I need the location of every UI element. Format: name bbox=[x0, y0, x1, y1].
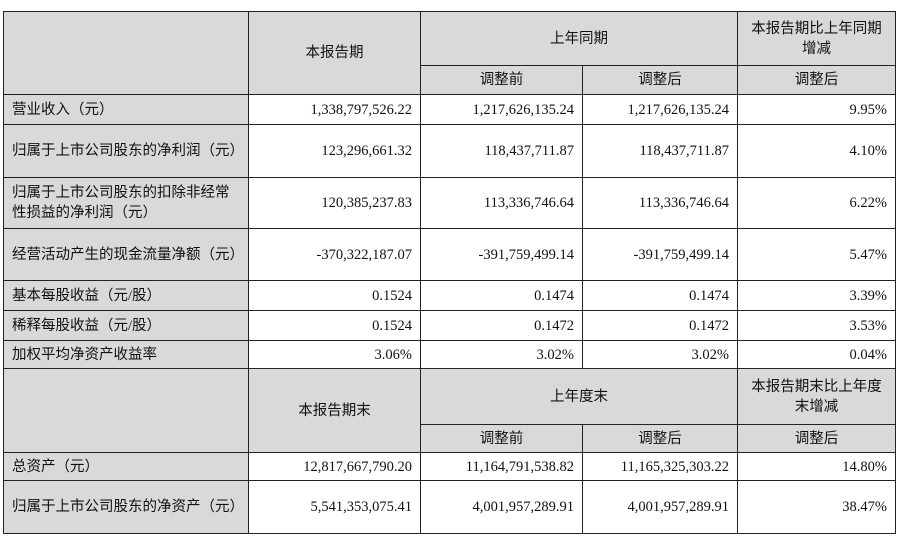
value-after-adjust: 118,437,711.87 bbox=[582, 124, 738, 178]
value-after-adjust: 113,336,746.64 bbox=[582, 177, 738, 229]
header-before-adjust: 调整前 bbox=[420, 65, 583, 95]
value-change: 5.47% bbox=[737, 228, 896, 281]
header-blank bbox=[3, 11, 249, 95]
header2-change: 本报告期末比上年度末增减 bbox=[737, 368, 896, 425]
row-label: 归属于上市公司股东的净资产（元） bbox=[3, 480, 249, 534]
value-current: -370,322,187.07 bbox=[248, 228, 421, 281]
value-current: 5,541,353,075.41 bbox=[248, 480, 421, 534]
value-before-adjust: -391,759,499.14 bbox=[420, 228, 583, 281]
value-before-adjust: 1,217,626,135.24 bbox=[420, 94, 583, 125]
table-row: 经营活动产生的现金流量净额（元） -370,322,187.07 -391,759,… bbox=[3, 228, 896, 281]
value-change: 6.22% bbox=[737, 177, 896, 229]
header2-blank bbox=[3, 368, 249, 453]
value-after-adjust: 4,001,957,289.91 bbox=[582, 480, 738, 534]
value-current: 1,338,797,526.22 bbox=[248, 94, 421, 125]
header2-after-adjust: 调整后 bbox=[582, 424, 738, 453]
row-label: 稀释每股收益（元/股） bbox=[3, 310, 249, 341]
row-label: 总资产（元） bbox=[3, 452, 249, 481]
header-prior-period: 上年同期 bbox=[420, 11, 738, 66]
header2-current-period-end: 本报告期末 bbox=[248, 368, 421, 453]
value-change: 3.53% bbox=[737, 310, 896, 341]
value-before-adjust: 0.1472 bbox=[420, 310, 583, 341]
value-change: 0.04% bbox=[737, 340, 896, 369]
value-change: 14.80% bbox=[737, 452, 896, 481]
value-current: 3.06% bbox=[248, 340, 421, 369]
value-change: 9.95% bbox=[737, 94, 896, 125]
value-current: 0.1524 bbox=[248, 310, 421, 341]
value-before-adjust: 118,437,711.87 bbox=[420, 124, 583, 178]
table-row: 营业收入（元） 1,338,797,526.22 1,217,626,135.24 1… bbox=[3, 94, 896, 125]
value-current: 120,385,237.83 bbox=[248, 177, 421, 229]
value-change: 3.39% bbox=[737, 280, 896, 311]
row-label: 归属于上市公司股东的扣除非经常性损益的净利润（元） bbox=[3, 177, 249, 229]
financial-summary-table: 本报告期 上年同期 本报告期比上年同期增减 调整前 调整后 调整后 营业收入（元… bbox=[3, 11, 896, 534]
table-row: 基本每股收益（元/股） 0.1524 0.1474 0.1474 3.39% bbox=[3, 280, 896, 311]
value-current: 12,817,667,790.20 bbox=[248, 452, 421, 481]
header2-before-adjust: 调整前 bbox=[420, 424, 583, 453]
value-change: 38.47% bbox=[737, 480, 896, 534]
table-row: 稀释每股收益（元/股） 0.1524 0.1472 0.1472 3.53% bbox=[3, 310, 896, 341]
value-before-adjust: 113,336,746.64 bbox=[420, 177, 583, 229]
table-row: 归属于上市公司股东的净资产（元） 5,541,353,075.41 4,001,95… bbox=[3, 480, 896, 534]
header2-change-after: 调整后 bbox=[737, 424, 896, 453]
header-change: 本报告期比上年同期增减 bbox=[737, 11, 896, 66]
header-after-adjust: 调整后 bbox=[582, 65, 738, 95]
value-before-adjust: 3.02% bbox=[420, 340, 583, 369]
table-row: 归属于上市公司股东的净利润（元） 123,296,661.32 118,437,71… bbox=[3, 124, 896, 178]
value-after-adjust: 3.02% bbox=[582, 340, 738, 369]
row-label: 加权平均净资产收益率 bbox=[3, 340, 249, 369]
value-before-adjust: 11,164,791,538.82 bbox=[420, 452, 583, 481]
row-label: 经营活动产生的现金流量净额（元） bbox=[3, 228, 249, 281]
header-change-after: 调整后 bbox=[737, 65, 896, 95]
value-after-adjust: -391,759,499.14 bbox=[582, 228, 738, 281]
table-row: 总资产（元） 12,817,667,790.20 11,164,791,538.82… bbox=[3, 452, 896, 481]
header-current-period: 本报告期 bbox=[248, 11, 421, 95]
row-label: 营业收入（元） bbox=[3, 94, 249, 125]
table-row: 加权平均净资产收益率 3.06% 3.02% 3.02% 0.04% bbox=[3, 340, 896, 369]
value-change: 4.10% bbox=[737, 124, 896, 178]
value-before-adjust: 0.1474 bbox=[420, 280, 583, 311]
table-row: 归属于上市公司股东的扣除非经常性损益的净利润（元） 120,385,237.83 1… bbox=[3, 177, 896, 229]
value-current: 0.1524 bbox=[248, 280, 421, 311]
value-after-adjust: 1,217,626,135.24 bbox=[582, 94, 738, 125]
row-label: 基本每股收益（元/股） bbox=[3, 280, 249, 311]
value-after-adjust: 11,165,325,303.22 bbox=[582, 452, 738, 481]
value-before-adjust: 4,001,957,289.91 bbox=[420, 480, 583, 534]
value-after-adjust: 0.1474 bbox=[582, 280, 738, 311]
row-label: 归属于上市公司股东的净利润（元） bbox=[3, 124, 249, 178]
header2-prior-year-end: 上年度末 bbox=[420, 368, 738, 425]
value-after-adjust: 0.1472 bbox=[582, 310, 738, 341]
value-current: 123,296,661.32 bbox=[248, 124, 421, 178]
